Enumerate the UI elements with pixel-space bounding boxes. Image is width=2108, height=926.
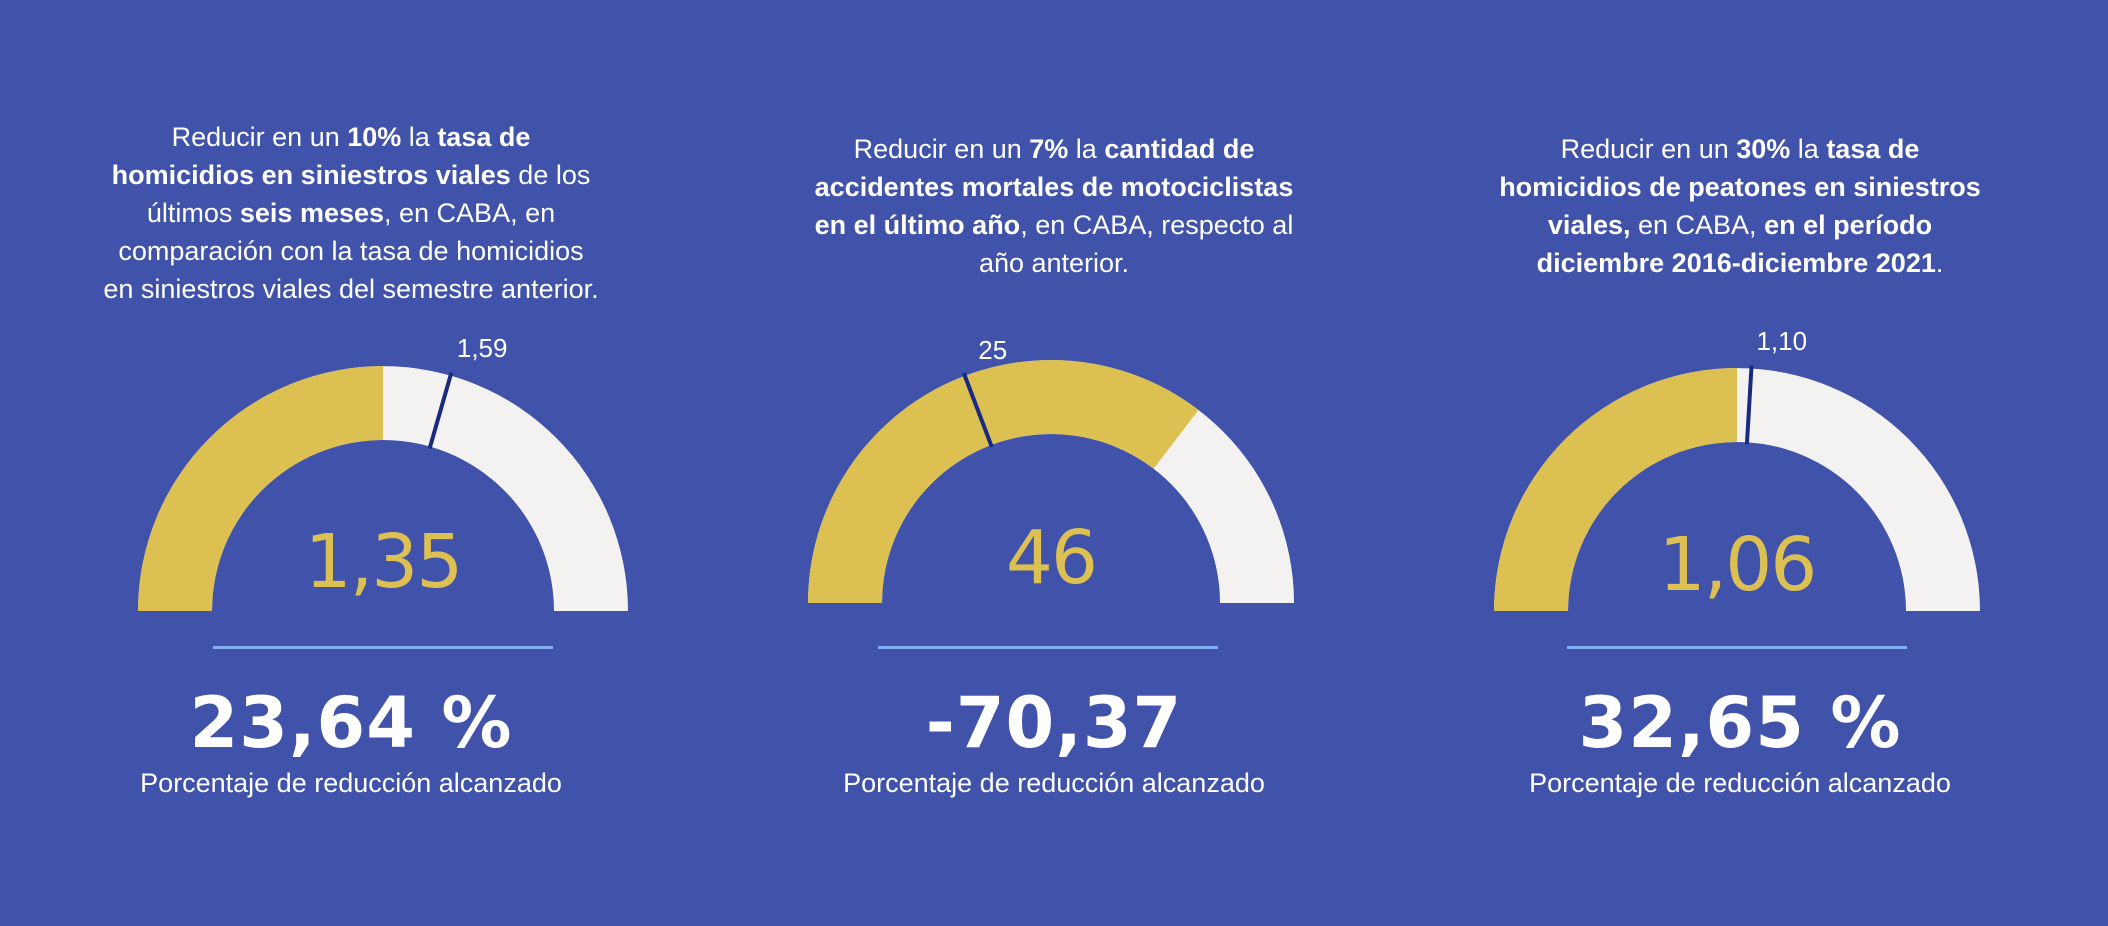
target-label: 1,10 [1756,326,1807,356]
goal-text-run: de los últimos [146,160,591,228]
divider-line [1567,646,1907,649]
reduction-percentage: 32,65 % [1578,682,1902,764]
goal-text-bold: 10% [347,122,402,152]
goal-text-run: , en CABA, en comparación con la tasa de… [103,198,599,304]
goal-text-bold: 7% [1029,134,1069,164]
gauge-value: 1,35 [305,519,462,605]
gauge-value-arc [808,359,1199,603]
reduction-percentage: -70,37 [925,682,1183,764]
goal-text-bold: tasa de homicidios de peatones en sinies… [1499,134,1981,240]
goal-text-run: , en CABA, respecto al año anterior. [978,210,1294,278]
goal-text-run: Reducir en un [1560,134,1737,164]
goal-text-run: la [1790,134,1827,164]
goal-text-run: en CABA, [1630,210,1765,240]
kpi-panel-2: Reducir en un 7% la cantidad de accident… [703,0,1405,926]
kpi-panel-1: Reducir en un 10% la tasa de homicidios … [0,0,702,926]
kpi-panel-3: Reducir en un 30% la tasa de homicidios … [1389,0,2091,926]
goal-text-run: Reducir en un [171,122,348,152]
reduction-label: Porcentaje de reducción alcanzado [843,768,1265,798]
gauge-value: 46 [1006,515,1096,601]
goal-text: Reducir en un 10% la tasa de homicidios … [101,118,601,308]
goal-text-bold: cantidad de accidentes mortales de motoc… [814,134,1294,240]
gauge-chart: 25 46 [808,335,1294,603]
goal-text-run: la [1068,134,1105,164]
gauge-value-arc [138,366,383,611]
divider-line [878,646,1218,649]
goal-text-bold: en el período diciembre 2016-diciembre 2… [1536,210,1936,278]
target-label: 25 [978,335,1007,365]
goal-text-bold: seis meses [239,198,385,228]
goal-text-bold: tasa de homicidios en siniestros viales [111,122,531,190]
goal-text-run: Reducir en un [853,134,1030,164]
gauge-value: 1,06 [1659,522,1816,608]
gauge-chart: 1,10 1,06 [1494,326,1980,611]
goal-text-run: . [1935,248,1944,278]
goal-text-run: la [401,122,438,152]
goal-text-bold: 30% [1736,134,1791,164]
goal-text: Reducir en un 30% la tasa de homicidios … [1490,130,1990,282]
target-marker [961,372,994,448]
target-label: 1,59 [457,333,508,363]
gauge-value-arc [1494,368,1737,611]
goal-text: Reducir en un 7% la cantidad de accident… [804,130,1304,282]
reduction-label: Porcentaje de reducción alcanzado [1529,768,1951,798]
target-marker [1744,365,1754,445]
target-marker [427,372,454,450]
divider-line [213,646,553,649]
gauge-chart: 1,59 1,35 [138,333,628,611]
reduction-label: Porcentaje de reducción alcanzado [140,768,562,798]
reduction-percentage: 23,64 % [189,682,513,764]
